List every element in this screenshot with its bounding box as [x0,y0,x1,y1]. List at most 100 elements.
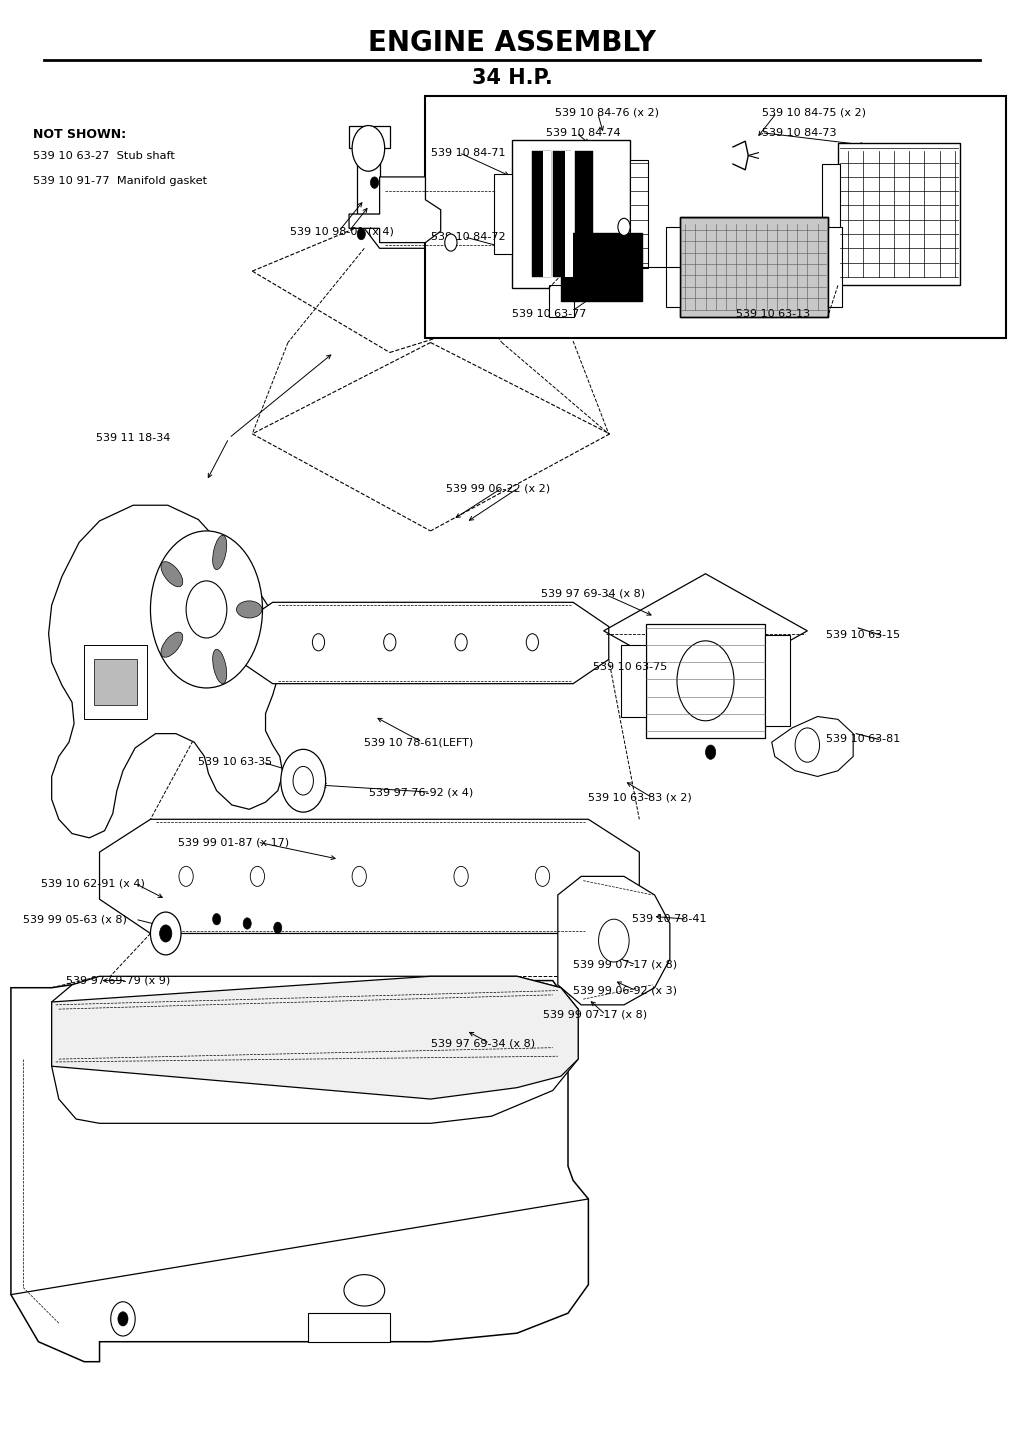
Text: 539 99 01-87 (x 17): 539 99 01-87 (x 17) [178,837,289,847]
Text: 539 10 63-15: 539 10 63-15 [825,631,900,641]
Bar [512,140,630,288]
Circle shape [186,580,227,638]
Circle shape [179,867,194,887]
Circle shape [454,867,468,887]
Text: 539 11 18-34: 539 11 18-34 [96,433,171,443]
Text: 539 10 91-77  Manifold gasket: 539 10 91-77 Manifold gasket [34,176,208,186]
Text: 539 10 98-01 (x 4): 539 10 98-01 (x 4) [290,226,394,236]
Text: 539 99 06-92 (x 3): 539 99 06-92 (x 3) [573,986,677,996]
Text: 539 99 05-63 (x 8): 539 99 05-63 (x 8) [24,914,127,924]
Circle shape [677,641,734,721]
Polygon shape [349,176,440,242]
Ellipse shape [213,649,226,684]
Circle shape [293,767,313,795]
Text: 539 10 84-74: 539 10 84-74 [546,128,621,138]
Text: 539 10 63-77: 539 10 63-77 [512,310,587,320]
Bar [308,1313,390,1341]
Polygon shape [558,877,670,1005]
Ellipse shape [161,632,182,658]
Circle shape [273,921,282,933]
Bar [838,143,961,285]
Bar [827,226,842,307]
Text: 539 10 63-75: 539 10 63-75 [594,662,668,672]
Polygon shape [99,820,639,933]
Bar [532,152,551,277]
Bar [565,152,573,277]
Text: 539 99 07-17 (x 8): 539 99 07-17 (x 8) [543,1010,647,1020]
Polygon shape [11,980,589,1361]
Bar [680,216,827,317]
Bar [94,659,137,705]
Text: 34 H.P.: 34 H.P. [472,69,552,89]
Bar [680,216,827,317]
Text: 539 97 69-34 (x 8): 539 97 69-34 (x 8) [541,589,645,599]
Circle shape [617,218,630,235]
Ellipse shape [213,536,226,569]
Text: 539 10 63-83 (x 2): 539 10 63-83 (x 2) [589,792,692,802]
Polygon shape [51,976,579,1099]
Bar [549,285,574,317]
Circle shape [160,924,172,941]
Text: NOT SHOWN:: NOT SHOWN: [34,128,126,140]
Polygon shape [365,188,665,248]
Circle shape [281,749,326,813]
Circle shape [213,913,221,924]
Circle shape [250,867,264,887]
Ellipse shape [237,600,262,618]
Circle shape [371,176,379,188]
Bar [425,96,1006,338]
Circle shape [352,867,367,887]
Circle shape [352,126,385,171]
Circle shape [526,633,539,651]
Circle shape [243,917,251,929]
Ellipse shape [161,562,182,586]
Text: 539 10 62-91 (x 4): 539 10 62-91 (x 4) [42,878,145,888]
Text: 539 10 63-27  Stub shaft: 539 10 63-27 Stub shaft [34,150,175,160]
Bar [494,173,512,254]
Bar [561,232,642,301]
Text: 539 97 69-79 (x 9): 539 97 69-79 (x 9) [66,976,170,986]
Text: 539 97 76-92 (x 4): 539 97 76-92 (x 4) [370,787,474,797]
Text: 539 10 78-61(LEFT): 539 10 78-61(LEFT) [365,737,473,747]
Bar [522,152,530,277]
Polygon shape [772,716,853,777]
Text: 539 10 78-41: 539 10 78-41 [632,914,707,924]
Circle shape [111,1301,135,1336]
Bar [765,635,791,727]
Circle shape [455,633,467,651]
Circle shape [706,745,716,759]
Bar [666,226,680,307]
Text: 539 99 07-17 (x 8): 539 99 07-17 (x 8) [573,960,677,970]
Polygon shape [237,602,608,684]
Circle shape [357,228,366,239]
Bar [553,152,571,277]
Bar [357,140,380,214]
Polygon shape [48,506,283,838]
Text: ENGINE ASSEMBLY: ENGINE ASSEMBLY [368,29,656,57]
Circle shape [536,867,550,887]
Text: 539 10 84-71: 539 10 84-71 [430,148,505,158]
Text: 539 10 84-73: 539 10 84-73 [762,128,836,138]
Circle shape [151,532,262,688]
Text: 539 10 63-81: 539 10 63-81 [825,734,900,744]
Bar [646,623,765,738]
Circle shape [795,728,819,762]
Polygon shape [51,976,579,1123]
Bar [575,152,594,277]
Bar [630,160,648,268]
Text: 539 99 06-22 (x 2): 539 99 06-22 (x 2) [445,483,550,493]
Circle shape [384,633,396,651]
Circle shape [118,1311,128,1326]
Bar [821,165,840,264]
Text: 539 10 84-75 (x 2): 539 10 84-75 (x 2) [762,107,865,118]
Text: 539 10 63-35: 539 10 63-35 [199,757,272,767]
Text: 539 10 84-76 (x 2): 539 10 84-76 (x 2) [555,107,658,118]
Bar [84,645,147,719]
Circle shape [312,633,325,651]
Circle shape [151,911,181,954]
Circle shape [444,234,457,251]
Bar [349,126,390,149]
Text: 539 10 84-72: 539 10 84-72 [430,232,505,242]
Text: 539 10 63-13: 539 10 63-13 [736,310,810,320]
Circle shape [599,919,629,962]
